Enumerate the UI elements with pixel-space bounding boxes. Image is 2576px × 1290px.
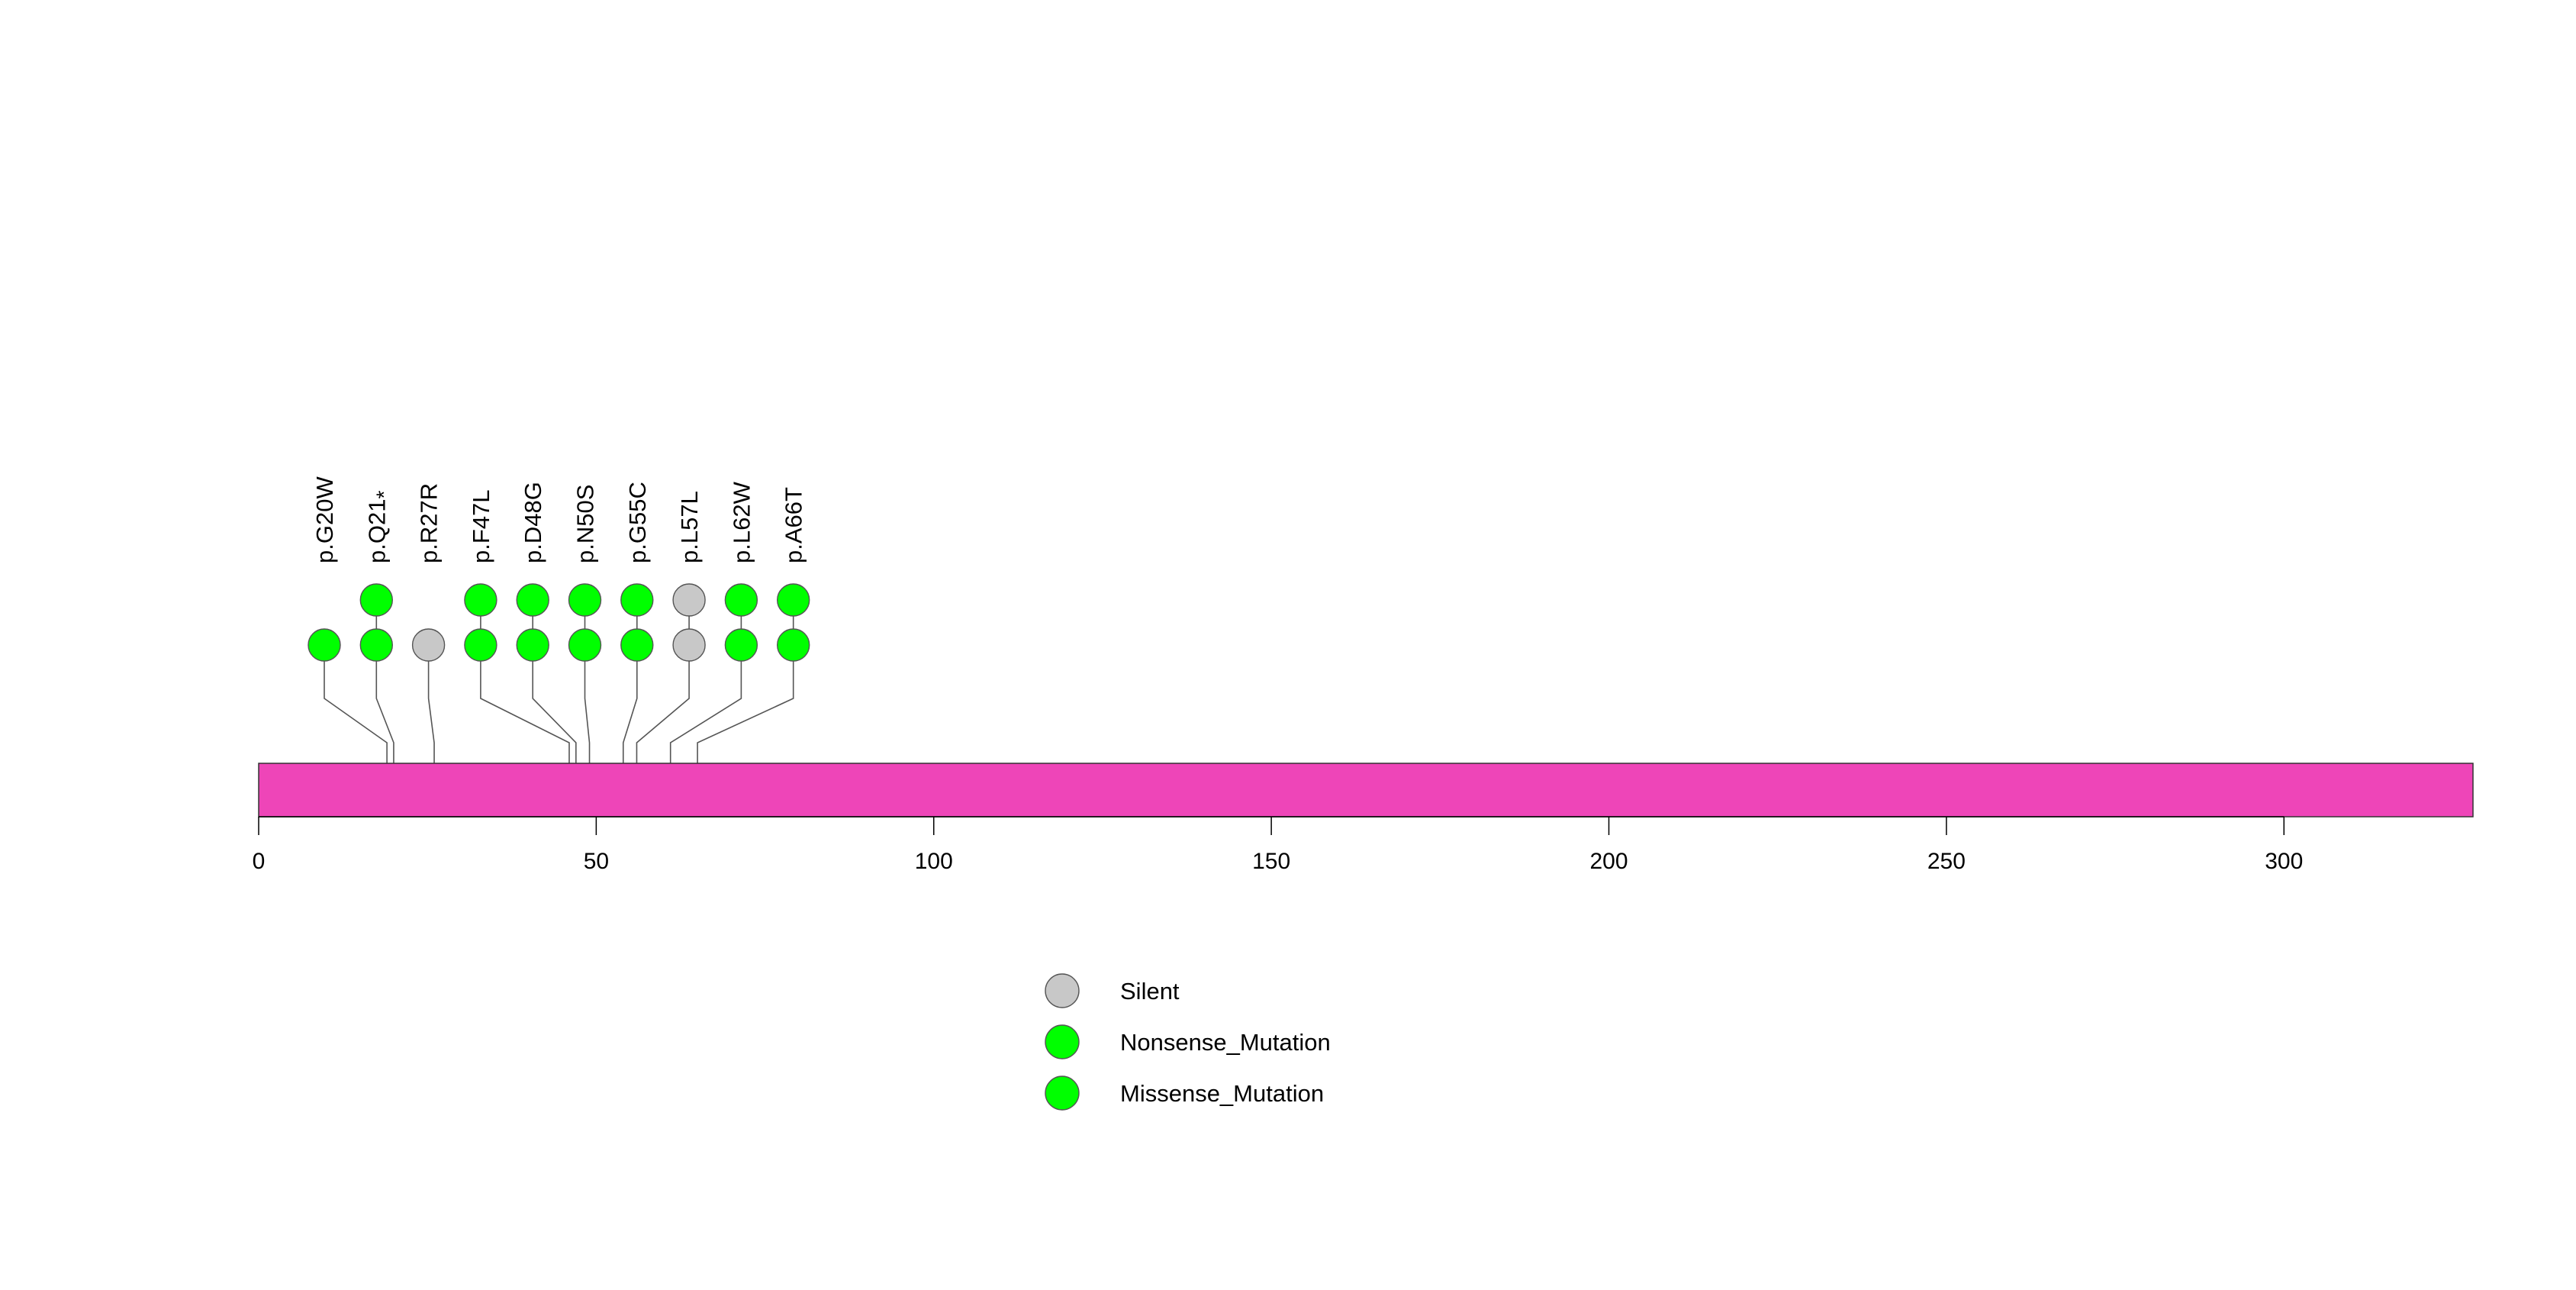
x-tick-label: 0 [253,849,266,874]
mutation-point [516,583,549,617]
x-tick-label: 300 [2265,849,2303,874]
mutation-point [568,628,602,662]
mutation-point [411,628,446,662]
mutation-point [464,628,497,662]
legend-label: Missense_Mutation [1120,1080,1324,1107]
mutation-label: p.G20W [311,476,338,563]
x-tick-label: 150 [1252,849,1290,874]
mutation-point [620,583,654,617]
mutation-point [359,628,393,662]
x-tick-label: 250 [1927,849,1966,874]
mutation-point [724,583,758,617]
mutation-lollipops: p.G20W p.Q21* p.R27R p.F47L p.D48G p.N50S p.G5… [308,476,810,662]
mutation-label: p.L62W [728,481,755,563]
mutation-point [620,628,654,662]
mutation-label: p.A66T [781,487,807,563]
legend-label: Nonsense_Mutation [1120,1029,1331,1056]
x-tick-label: 50 [584,849,609,874]
x-tick-label: 200 [1589,849,1628,874]
protein-bar [258,763,2474,818]
x-tick-label: 100 [915,849,953,874]
x-axis: 0 50 100 150 200 250 300 [253,816,2303,874]
mutation-label: p.D48G [520,482,546,563]
legend-swatch [1045,973,1080,1008]
legend: Silent Nonsense_Mutation Missense_Mutation [1045,973,1331,1111]
mutation-label: p.Q21* [363,491,395,563]
mutation-point [308,628,341,662]
mutation-point [776,583,810,617]
mutation-label: p.L57L [676,491,703,563]
mutation-label: p.F47L [468,489,494,563]
mutation-point [568,583,602,617]
mutation-point [516,628,549,662]
legend-swatch [1045,1076,1080,1111]
mutation-label: p.G55C [624,482,651,563]
mutation-point [464,583,497,617]
mutation-point [724,628,758,662]
mutation-point [359,583,393,617]
mutation-point [672,583,706,617]
mutation-point [672,628,706,662]
mutation-label: p.R27R [416,483,443,563]
mutation-label: p.N50S [572,485,599,563]
legend-label: Silent [1120,978,1180,1005]
legend-swatch [1045,1024,1080,1059]
mutation-point [776,628,810,662]
